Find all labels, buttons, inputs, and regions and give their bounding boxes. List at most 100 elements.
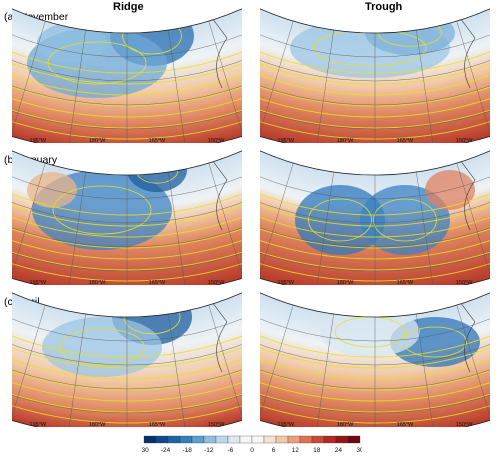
parallel-line: [260, 311, 490, 342]
colorbar-swatch: [323, 435, 337, 444]
colorbar-swatch: [143, 435, 157, 444]
height-contour: [52, 185, 152, 235]
longitude-label: 195°W: [30, 280, 47, 285]
colorbar-tick-label: 6: [272, 447, 276, 454]
longitude-label: 150°W: [456, 280, 473, 285]
longitude-label: 150°W: [456, 422, 473, 427]
meridian-line: [456, 20, 490, 137]
longitude-label: 150°W: [208, 138, 225, 143]
parallel-line: [260, 49, 490, 82]
colorbar-tick-label: 24: [335, 447, 343, 454]
colorbar-swatch: [239, 435, 253, 444]
map-panel-ridge-april: 30°N30°N40°N40°N50°N50°N60°N60°N70°N70°N…: [12, 292, 242, 427]
meridian-line: [416, 313, 434, 427]
colorbar-swatch: [167, 435, 181, 444]
colorbar-swatch: [203, 435, 217, 444]
parallel-line: [260, 27, 490, 58]
longitude-label: 180°W: [89, 138, 106, 143]
parallel-line: [260, 377, 490, 414]
parallel-line: [12, 355, 242, 390]
parallel-line: [12, 93, 242, 130]
meridian-line: [316, 29, 334, 143]
longitude-label: 165°W: [149, 280, 166, 285]
meridian-line: [456, 162, 490, 279]
colorbar-tick-label: 18: [313, 447, 321, 454]
colorbar-swatch: [215, 435, 229, 444]
meridian-line: [260, 304, 294, 421]
longitude-label: 195°W: [278, 280, 295, 285]
parallel-line: [12, 27, 242, 58]
meridian-line: [68, 171, 86, 285]
meridian-line: [168, 171, 186, 285]
anomaly-region: [360, 185, 450, 255]
colorbar-swatch: [227, 435, 241, 444]
meridian-line: [208, 162, 242, 279]
longitude-label: 150°W: [208, 422, 225, 427]
longitude-label: 165°W: [149, 138, 166, 143]
meridian-line: [12, 304, 46, 421]
parallel-line: [260, 333, 490, 366]
height-contour: [47, 41, 147, 85]
parallel-line: [12, 191, 242, 224]
parallel-line: [12, 377, 242, 414]
anomaly-region: [320, 307, 420, 357]
meridian-line: [168, 29, 186, 143]
longitude-label: 195°W: [278, 138, 295, 143]
column-header-trough: Trough: [365, 1, 403, 13]
parallel-line: [12, 213, 242, 248]
parallel-line: [260, 213, 490, 248]
parallel-line: [12, 71, 242, 106]
meridian-line: [416, 29, 434, 143]
longitude-label: 180°W: [89, 422, 106, 427]
column-header-ridge: Ridge: [113, 1, 144, 13]
meridian-line: [68, 29, 86, 143]
colorbar-swatch: [251, 435, 265, 444]
colorbar: -30 -24 -18 -12 -6 0 6 12 18 24 30: [139, 435, 364, 460]
meridian-line: [12, 162, 46, 279]
meridian-line: [260, 20, 294, 137]
parallel-line: [12, 49, 242, 82]
map-outline: [12, 8, 242, 143]
colorbar-tick-label: -6: [228, 447, 234, 454]
meridian-line: [208, 20, 242, 137]
longitude-label: 180°W: [337, 422, 354, 427]
colorbar-swatch: [311, 435, 325, 444]
map-outline: [260, 8, 490, 143]
meridian-line: [12, 20, 46, 137]
longitude-label: 180°W: [337, 138, 354, 143]
colorbar-swatch: [275, 435, 289, 444]
colorbar-swatch: [155, 435, 169, 444]
map-panel-trough-november: 30°N30°N40°N40°N50°N50°N60°N60°N70°N70°N…: [260, 8, 490, 143]
longitude-label: 165°W: [397, 138, 414, 143]
parallel-line: [260, 169, 490, 200]
colorbar-tick-label: 0: [250, 447, 254, 454]
map-outline: [260, 150, 490, 285]
meridian-line: [316, 313, 334, 427]
longitude-label: 180°W: [89, 280, 106, 285]
map-panel-trough-january: 30°N30°N40°N40°N50°N50°N60°N60°N70°N70°N…: [260, 150, 490, 285]
longitude-label: 180°W: [337, 280, 354, 285]
height-contour: [373, 198, 437, 242]
map-panel-ridge-january: 30°N30°N40°N40°N50°N50°N60°N60°N70°N70°N…: [12, 150, 242, 285]
parallel-line: [260, 235, 490, 272]
colorbar-tick-label: 12: [292, 447, 300, 454]
parallel-line: [260, 93, 490, 130]
anomaly-region: [37, 23, 107, 63]
map-outline: [12, 150, 242, 285]
colorbar-tick-label: 30: [356, 447, 362, 454]
meridian-line: [68, 313, 86, 427]
colorbar-swatch: [299, 435, 313, 444]
parallel-line: [12, 333, 242, 366]
longitude-label: 165°W: [397, 280, 414, 285]
parallel-line: [12, 169, 242, 200]
meridian-line: [456, 304, 490, 421]
meridian-line: [208, 304, 242, 421]
meridian-line: [168, 313, 186, 427]
parallel-line: [260, 191, 490, 224]
longitude-label: 150°W: [208, 280, 225, 285]
map-outline: [12, 292, 242, 427]
longitude-label: 195°W: [30, 138, 47, 143]
longitude-label: 195°W: [278, 422, 295, 427]
colorbar-swatch: [179, 435, 193, 444]
parallel-line: [12, 235, 242, 272]
